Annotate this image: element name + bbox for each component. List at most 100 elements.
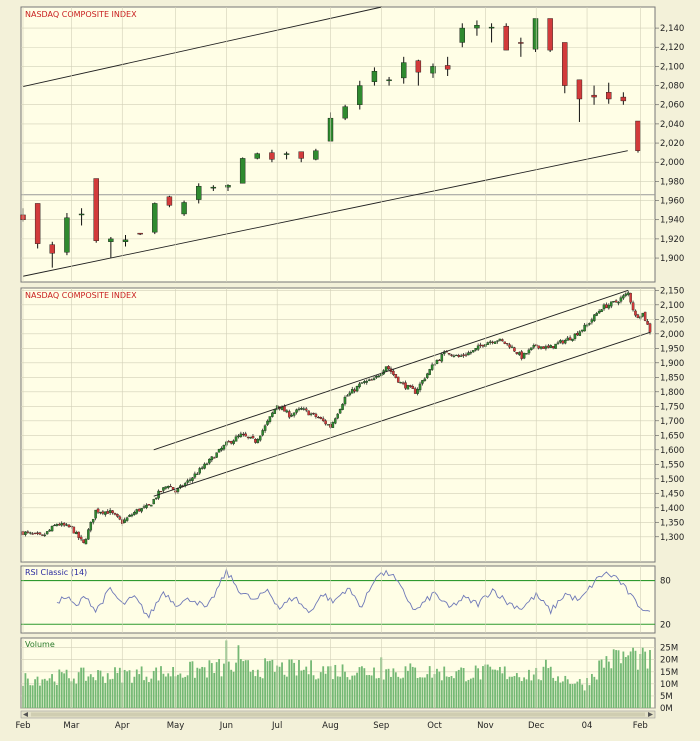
candle-body: [631, 302, 635, 311]
candle-body: [269, 152, 275, 160]
candle-body: [416, 389, 419, 394]
volume-bar: [72, 678, 75, 708]
y-tick-label: 2,100: [660, 62, 684, 72]
volume-bar: [208, 660, 211, 708]
volume-bar: [150, 678, 153, 708]
volume-bar: [99, 670, 102, 708]
y-tick-label: 5M: [660, 692, 673, 702]
volume-bar: [131, 682, 133, 708]
volume-bar: [169, 676, 172, 708]
candle-body: [36, 532, 39, 534]
candle-body: [343, 396, 347, 405]
candle-body: [336, 413, 339, 419]
volume-bar: [576, 681, 579, 708]
candle-body: [210, 456, 214, 461]
volume-bar: [363, 668, 366, 708]
volume-bar: [164, 676, 167, 708]
volume-bar: [361, 666, 363, 708]
volume-bar: [305, 666, 308, 708]
volume-bar: [152, 670, 155, 708]
candle-body: [452, 355, 456, 357]
volume-bar: [186, 675, 189, 708]
candle-body: [24, 531, 27, 535]
volume-bar: [339, 676, 342, 708]
candle-body: [62, 523, 66, 526]
volume-bar: [617, 650, 620, 708]
candle-body: [48, 529, 51, 532]
candle-body: [532, 18, 539, 50]
candle-body: [522, 352, 526, 359]
volume-bar: [467, 679, 470, 708]
x-tick-label: Oct: [427, 721, 442, 731]
candle-body: [530, 347, 533, 350]
scroll-right-arrow-icon[interactable]: [648, 712, 653, 717]
volume-bar: [104, 682, 107, 708]
y-tick-label: 1,950: [660, 344, 684, 354]
volume-bar: [264, 658, 266, 708]
candle-body: [358, 383, 361, 388]
candle-body: [93, 178, 99, 241]
x-tick-label: Nov: [477, 721, 494, 731]
candle-body: [338, 408, 342, 414]
candle-body: [41, 534, 44, 536]
candle-body: [313, 150, 319, 160]
volume-bar: [426, 674, 429, 708]
volume-bar: [499, 666, 501, 708]
volume-bar: [126, 671, 128, 708]
volume-bar: [494, 669, 496, 708]
volume-bar: [230, 669, 233, 708]
candle-body: [108, 510, 112, 513]
candle-body: [186, 480, 189, 483]
candle-body: [84, 539, 88, 545]
candle-body: [116, 514, 119, 517]
candle-body: [67, 524, 71, 528]
volume-bar: [496, 670, 499, 708]
volume-bar: [63, 673, 66, 708]
candle-body: [493, 341, 497, 344]
volume-bar: [77, 672, 80, 708]
volume-bar: [55, 684, 58, 708]
volume-bar: [75, 683, 78, 708]
candle-body: [602, 304, 606, 310]
volume-bar: [595, 679, 598, 708]
volume-bar: [491, 669, 494, 708]
candle-body: [580, 329, 584, 332]
candle-body: [418, 383, 422, 391]
volume-bar: [196, 667, 199, 708]
candle-body: [525, 353, 528, 355]
volume-bar: [545, 659, 547, 708]
volume-bar: [457, 669, 460, 708]
y-tick-label: 1,920: [660, 235, 684, 245]
candle-body: [488, 341, 492, 343]
volume-bar: [486, 664, 489, 708]
candle-body: [94, 509, 97, 519]
y-tick-label: 2,020: [660, 139, 684, 149]
volume-bar: [530, 680, 533, 708]
candle-body: [578, 331, 582, 336]
candle-body: [353, 389, 356, 392]
volume-bar: [232, 671, 235, 708]
volume-bar: [603, 667, 605, 708]
volume-bar: [341, 664, 344, 708]
volume-bar: [181, 677, 184, 708]
scroll-left-arrow-icon[interactable]: [23, 712, 28, 717]
candle-body: [610, 301, 613, 307]
candle-body: [617, 301, 620, 304]
volume-bar: [206, 677, 208, 708]
candle-body: [261, 430, 264, 436]
candle-body: [246, 436, 250, 438]
scroll-thumb[interactable]: [31, 712, 645, 717]
volume-bar: [239, 659, 242, 708]
y-tick-label: 20: [660, 620, 671, 630]
candle-body: [571, 338, 574, 341]
candle-body: [196, 473, 199, 475]
candle-body: [371, 70, 378, 82]
candle-body: [288, 411, 291, 418]
candle-body: [89, 522, 93, 531]
candle-body: [210, 186, 217, 189]
x-tick-label: Dec: [528, 721, 545, 731]
y-tick-label: 1,400: [660, 504, 684, 514]
time-scrollbar[interactable]: [20, 710, 656, 719]
volume-bar: [610, 668, 613, 708]
candle-body: [297, 408, 301, 410]
